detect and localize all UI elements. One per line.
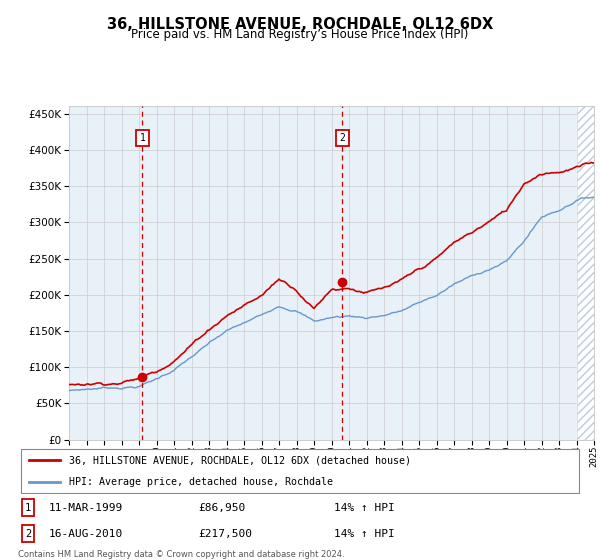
Text: £217,500: £217,500 [199, 529, 253, 539]
Text: 2: 2 [340, 133, 345, 143]
Text: 14% ↑ HPI: 14% ↑ HPI [334, 502, 395, 512]
Text: HPI: Average price, detached house, Rochdale: HPI: Average price, detached house, Roch… [69, 477, 333, 487]
Text: 1: 1 [25, 502, 31, 512]
FancyBboxPatch shape [21, 449, 579, 493]
Text: £86,950: £86,950 [199, 502, 246, 512]
Text: 16-AUG-2010: 16-AUG-2010 [49, 529, 123, 539]
Text: Price paid vs. HM Land Registry’s House Price Index (HPI): Price paid vs. HM Land Registry’s House … [131, 28, 469, 41]
Text: 1: 1 [139, 133, 145, 143]
Text: Contains HM Land Registry data © Crown copyright and database right 2024.
This d: Contains HM Land Registry data © Crown c… [18, 550, 344, 560]
Text: 36, HILLSTONE AVENUE, ROCHDALE, OL12 6DX: 36, HILLSTONE AVENUE, ROCHDALE, OL12 6DX [107, 17, 493, 32]
Text: 36, HILLSTONE AVENUE, ROCHDALE, OL12 6DX (detached house): 36, HILLSTONE AVENUE, ROCHDALE, OL12 6DX… [69, 455, 411, 465]
Text: 2: 2 [25, 529, 31, 539]
Text: 14% ↑ HPI: 14% ↑ HPI [334, 529, 395, 539]
Text: 11-MAR-1999: 11-MAR-1999 [49, 502, 123, 512]
